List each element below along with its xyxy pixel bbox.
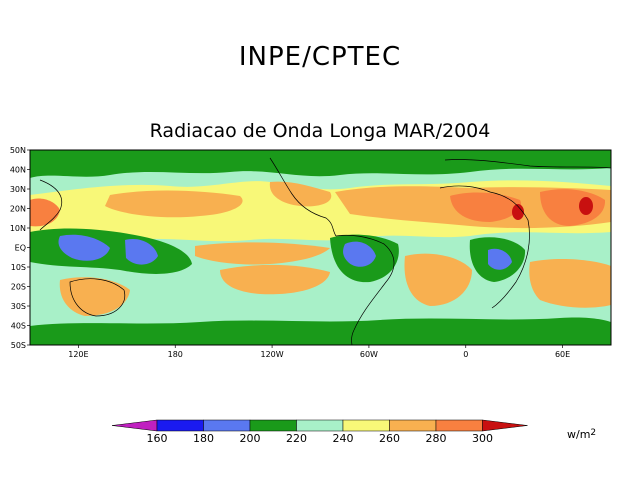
colorbar-label: 260	[379, 432, 400, 445]
lon-label: 0	[463, 350, 468, 359]
coast-north-america	[269, 157, 337, 237]
lat-label: 10N	[10, 224, 26, 233]
coast-australia	[69, 278, 126, 317]
colorbar-swatch-high	[482, 419, 528, 432]
lon-label: 180	[168, 350, 183, 359]
colorbar-label: 300	[472, 432, 493, 445]
colorbar: 160 180 200 220 240 260 280 300	[111, 419, 528, 445]
field-amazon-blue	[343, 241, 376, 267]
map-title: Radiacao de Onda Longa MAR/2004	[149, 120, 491, 142]
colorbar-swatch	[389, 419, 437, 432]
coast-africa	[439, 185, 530, 309]
colorbar-swatch	[342, 419, 390, 432]
field-sahara-max	[512, 204, 524, 220]
lat-label: 10S	[11, 263, 26, 272]
lat-label: 20S	[11, 283, 26, 292]
colorbar-swatch-low	[111, 419, 158, 432]
coast-asia	[39, 179, 63, 231]
field-eqpac-orange	[195, 242, 330, 265]
colorbar-label: 160	[147, 432, 168, 445]
field-npac-orange	[105, 190, 243, 218]
field-north-green	[30, 150, 611, 178]
lat-label: 20N	[10, 205, 26, 214]
colorbar-label: 200	[240, 432, 261, 445]
lon-label: 60E	[555, 350, 570, 359]
field-africa-blue	[488, 248, 512, 270]
lat-label: 50S	[11, 341, 26, 350]
header-title: INPE/CPTEC	[238, 42, 402, 72]
colorbar-label: 240	[333, 432, 354, 445]
field-australia-orange	[59, 277, 131, 316]
lon-label: 120E	[68, 350, 88, 359]
longitude-axis: 120E 180 120W 60W 0 60E	[68, 345, 570, 359]
lat-label: 30N	[10, 185, 26, 194]
lat-label: 30S	[11, 302, 26, 311]
field-satl-orange	[404, 253, 472, 306]
colorbar-label: 180	[193, 432, 214, 445]
lon-label: 120W	[260, 350, 283, 359]
lon-label: 60W	[360, 350, 378, 359]
field-sepac-orange	[220, 264, 330, 295]
field-maritime-blue-w	[58, 234, 110, 261]
field-maritime-blue-e	[125, 238, 158, 265]
colorbar-swatch	[156, 419, 204, 432]
field-south-green	[30, 317, 611, 345]
coast-south-america	[335, 234, 395, 345]
colorbar-label: 220	[286, 432, 307, 445]
lat-label: 50N	[10, 146, 26, 155]
lat-label: EQ	[15, 244, 26, 253]
field-sahara-warm	[450, 192, 521, 222]
colorbar-swatch	[296, 419, 344, 432]
colorbar-swatch	[249, 419, 297, 432]
latitude-axis: 50N 40N 30N 20N 10N EQ 10S 20S 30S 40S 50S	[10, 146, 30, 350]
olr-field	[30, 150, 611, 345]
coast-eurasia	[444, 159, 611, 169]
field-arabia-max	[579, 197, 593, 215]
colorbar-swatch	[203, 419, 251, 432]
colorbar-units: w/m2	[567, 428, 597, 441]
colorbar-swatch	[435, 419, 483, 432]
colorbar-label: 280	[426, 432, 447, 445]
coastlines	[39, 157, 611, 345]
field-mexico-orange	[269, 181, 332, 207]
field-sind-orange	[529, 259, 611, 308]
lat-label: 40S	[11, 322, 26, 331]
lat-label: 40N	[10, 166, 26, 175]
